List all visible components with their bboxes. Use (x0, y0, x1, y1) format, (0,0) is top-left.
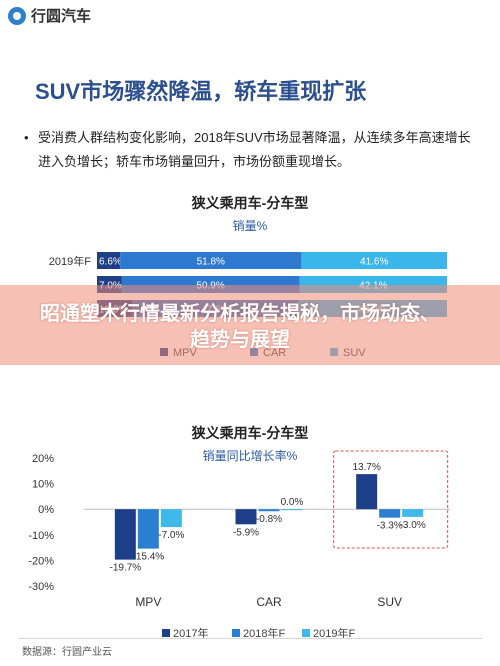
growth-value-label: -5.9% (233, 527, 259, 538)
growth-bar (402, 509, 424, 517)
slide-title: SUV市场骤然降温，轿车重现扩张 (35, 79, 367, 104)
growth-bar (281, 509, 303, 511)
share-value-label: 51.8% (197, 257, 225, 268)
share-value-label: 41.6% (360, 257, 388, 268)
growth-category-label: CAR (256, 595, 282, 609)
overlay-banner: 昭通塑木行情最新分析报告揭秘，市场动态、趋势与展望 (0, 285, 500, 365)
growth-ytick-label: -30% (28, 581, 54, 593)
growth-bar (258, 509, 280, 512)
bullet-dot-icon: • (24, 130, 29, 145)
chart1-title: 狭义乘用车-分车型 (191, 195, 309, 211)
data-source-note: 数据源：行圆产业云 (22, 647, 112, 658)
growth-value-label: -3.3% (377, 521, 403, 532)
growth-bar (137, 509, 159, 549)
chart2-subtitle: 销量同比增长率% (202, 449, 298, 463)
banner-text: 昭通塑木行情最新分析报告揭秘，市场动态、趋势与展望 (40, 303, 440, 351)
growth-ytick-label: 0% (38, 504, 54, 516)
share-category-label: 2019年F (49, 254, 91, 268)
share-bar-segment (301, 252, 447, 269)
footer-divider (18, 638, 482, 639)
suv-highlight-box (333, 450, 449, 549)
growth-legend-swatch (302, 629, 310, 637)
circle-logo-icon (8, 6, 26, 25)
growth-ytick-label: 10% (32, 479, 54, 491)
growth-legend-label: 2018年F (243, 626, 285, 640)
growth-value-label: -19.7% (109, 563, 141, 574)
growth-bar (160, 509, 182, 528)
growth-legend-label: 2017年 (173, 626, 208, 640)
growth-bar (114, 509, 136, 560)
growth-value-label: 0.0% (281, 497, 304, 508)
chart1-subtitle: 销量% (232, 219, 268, 233)
brand-name: 行圆汽车 (31, 8, 92, 25)
growth-legend-swatch (232, 629, 240, 637)
growth-ytick-label: -10% (28, 530, 54, 542)
growth-ytick-label: 20% (32, 453, 54, 465)
growth-bar (379, 509, 401, 518)
growth-category-label: MPV (135, 595, 161, 609)
growth-value-label: -7.0% (158, 530, 184, 541)
share-bar-segment (120, 252, 302, 269)
growth-ytick-label: -20% (28, 555, 54, 567)
growth-bar (235, 509, 257, 525)
bullet-text: 受消费人群结构变化影响，2018年SUV市场显著降温，从连续多年高速增长进入负增… (38, 130, 471, 169)
growth-category-label: SUV (377, 595, 402, 609)
growth-bar (356, 474, 378, 510)
bullet-text-block: • 受消费人群结构变化影响，2018年SUV市场显著降温，从连续多年高速增长进入… (24, 126, 478, 174)
growth-value-label: -15.4% (132, 552, 164, 563)
growth-value-label: -0.8% (256, 514, 282, 525)
growth-value-label: -3.0% (400, 520, 426, 531)
share-value-label: 6.6% (99, 257, 122, 268)
growth-value-label: 13.7% (352, 462, 380, 473)
chart2-title: 狭义乘用车-分车型 (191, 425, 309, 441)
top-bar: 行圆汽车 (0, 0, 500, 30)
brand-logo: 行圆汽车 (8, 5, 91, 26)
growth-legend-swatch (162, 629, 170, 637)
share-bar-segment (97, 252, 121, 269)
growth-legend-label: 2019年F (313, 626, 355, 640)
growth-grouped-bar-chart: 20% 10% 0% -10% -20% -30% -19.7%-15.4% -7.0% MPV… (28, 450, 450, 640)
